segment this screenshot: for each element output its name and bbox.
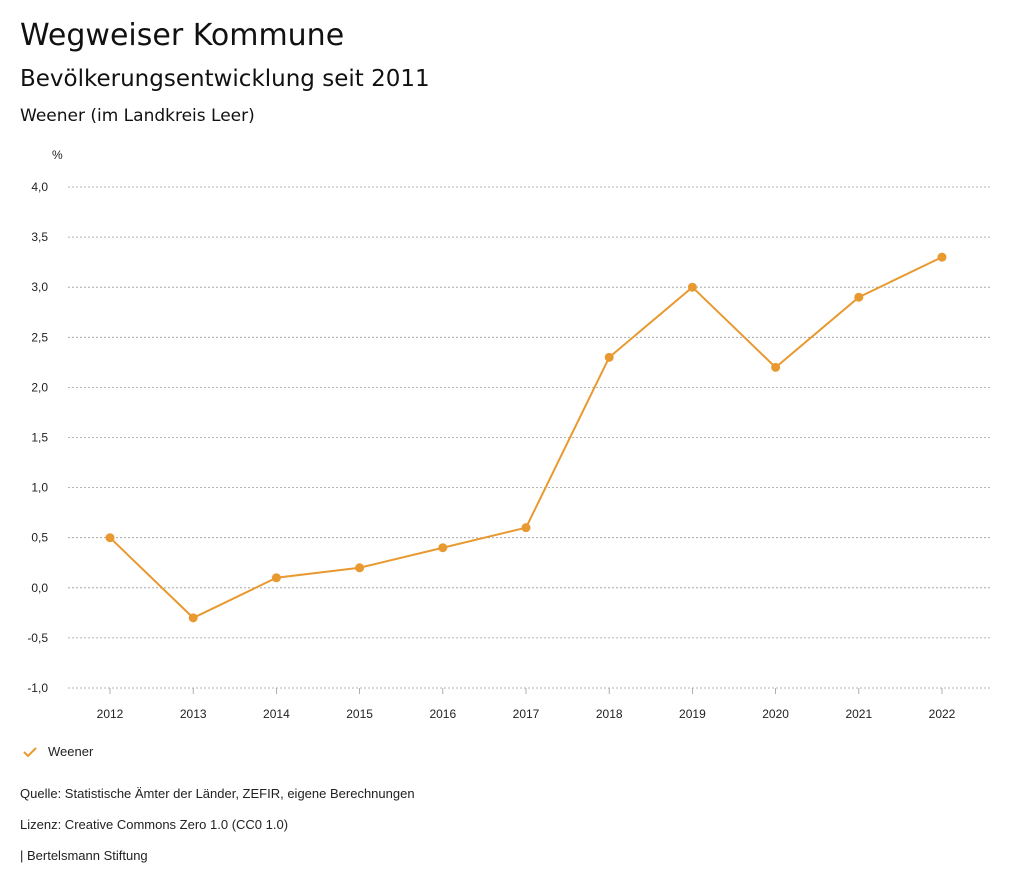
y-tick-label: 3,0 — [31, 280, 48, 294]
data-point[interactable] — [687, 282, 697, 292]
data-point[interactable] — [188, 613, 198, 623]
data-point[interactable] — [771, 362, 781, 372]
data-point[interactable] — [355, 563, 365, 573]
data-point[interactable] — [438, 543, 448, 553]
data-point[interactable] — [604, 352, 614, 362]
y-tick-label: 1,5 — [31, 431, 48, 445]
x-tick-label: 2017 — [513, 707, 540, 721]
source-note: Quelle: Statistische Ämter der Länder, Z… — [20, 786, 415, 801]
legend-check-icon — [23, 746, 37, 757]
y-tick-label: 0,5 — [31, 531, 48, 545]
x-tick-label: 2019 — [679, 707, 706, 721]
page-title: Wegweiser Kommune — [20, 18, 345, 53]
x-tick-label: 2014 — [263, 707, 290, 721]
x-tick-label: 2020 — [762, 707, 789, 721]
region-label: Weener (im Landkreis Leer) — [20, 106, 255, 126]
data-point[interactable] — [271, 573, 281, 583]
x-axis-ticks: 2012 2013 2014 2015 2016 2017 2018 2019 2020 2021… — [97, 688, 956, 721]
x-tick-label: 2015 — [346, 707, 373, 721]
y-tick-label: 3,5 — [31, 230, 48, 244]
x-tick-label: 2018 — [596, 707, 623, 721]
y-tick-label: 4,0 — [31, 180, 48, 194]
y-tick-label: 1,0 — [31, 481, 48, 495]
brand-note: | Bertelsmann Stiftung — [20, 848, 148, 863]
y-tick-label: 0,0 — [31, 581, 48, 595]
x-tick-label: 2016 — [429, 707, 456, 721]
license-note: Lizenz: Creative Commons Zero 1.0 (CC0 1… — [20, 817, 289, 832]
data-point[interactable] — [521, 523, 531, 533]
x-tick-label: 2021 — [845, 707, 872, 721]
y-tick-label: -1,0 — [27, 681, 48, 695]
y-tick-label: 2,5 — [31, 330, 48, 344]
y-tick-label: -0,5 — [27, 631, 48, 645]
data-point[interactable] — [937, 252, 947, 262]
legend-item-weener: Weener — [48, 744, 94, 759]
chart-subtitle: Bevölkerungsentwicklung seit 2011 — [20, 66, 430, 92]
y-axis-unit-label: % — [52, 148, 63, 162]
line-chart: % 4,0 3,5 3,0 2,5 2,0 1,5 1,0 0,5 0,0 -0,5 -1,0 20… — [27, 148, 990, 721]
x-tick-label: 2022 — [929, 707, 956, 721]
y-tick-label: 2,0 — [31, 380, 48, 394]
grid-lines — [68, 186, 990, 689]
x-tick-label: 2013 — [180, 707, 207, 721]
x-tick-label: 2012 — [97, 707, 124, 721]
series-weener — [105, 252, 947, 623]
y-axis-ticks: 4,0 3,5 3,0 2,5 2,0 1,5 1,0 0,5 0,0 -0,5 -1,0 — [27, 180, 48, 695]
legend[interactable]: Weener — [22, 744, 93, 759]
data-point[interactable] — [854, 292, 864, 302]
data-point[interactable] — [105, 533, 115, 543]
